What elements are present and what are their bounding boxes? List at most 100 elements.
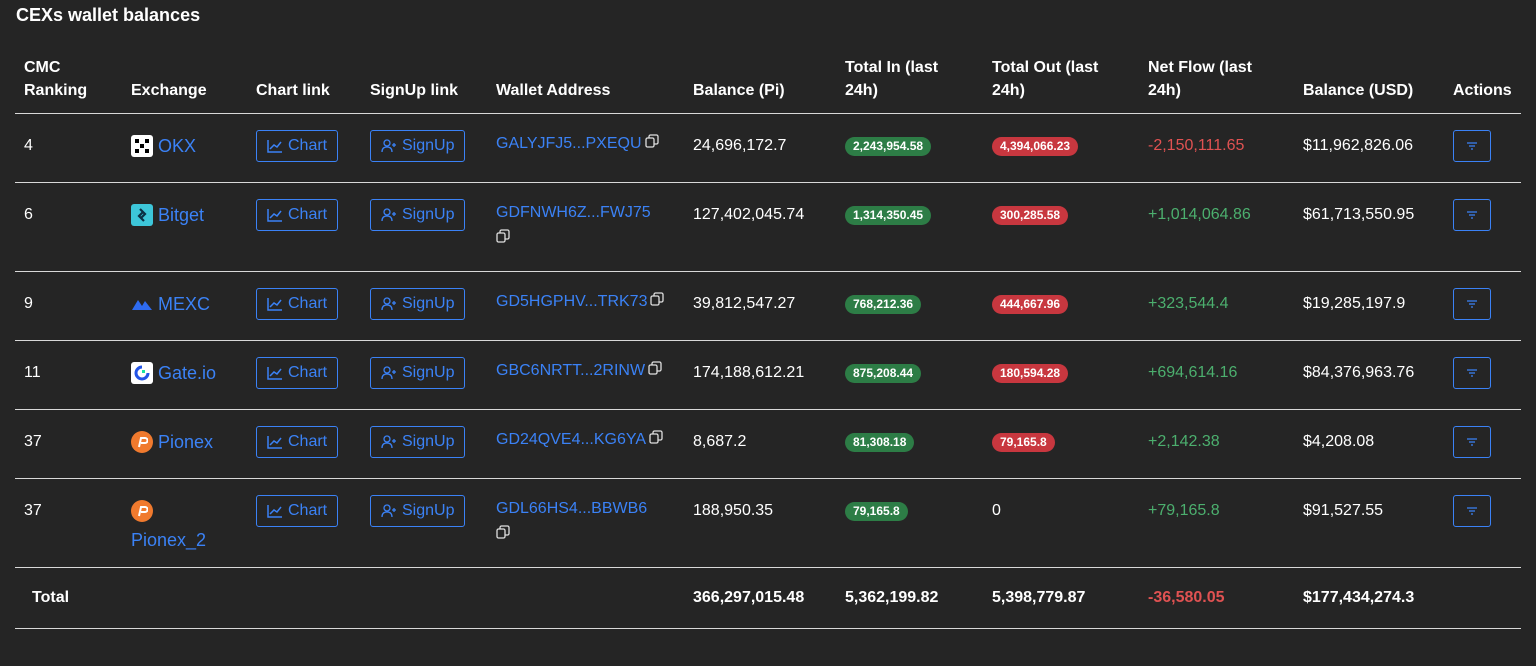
- pionex-logo-icon: [131, 500, 153, 522]
- line-chart-icon: [267, 140, 282, 153]
- actions-filter-button[interactable]: [1453, 199, 1491, 231]
- total-in-badge: 81,308.18: [845, 433, 915, 452]
- exchange-name: MEXC: [158, 294, 211, 314]
- page-title: CEXs wallet balances: [16, 5, 201, 25]
- net-flow-cell: +79,165.8: [1148, 502, 1220, 519]
- balance-usd-cell: $19,285,197.9: [1303, 295, 1406, 312]
- filter-icon: [1467, 211, 1477, 219]
- total-label: Total: [15, 567, 684, 629]
- wallet-address-link[interactable]: GD5HGPHV...TRK73: [496, 272, 684, 315]
- signup-button[interactable]: SignUp: [370, 199, 466, 231]
- actions-filter-button[interactable]: [1453, 130, 1491, 162]
- filter-icon: [1467, 438, 1477, 446]
- actions-filter-button[interactable]: [1453, 426, 1491, 458]
- exchange-link[interactable]: Pionex_2: [131, 479, 247, 551]
- chart-button[interactable]: Chart: [256, 288, 339, 320]
- actions-filter-button[interactable]: [1453, 357, 1491, 389]
- chart-button[interactable]: Chart: [256, 357, 339, 389]
- header-balance-pi: Balance (Pi): [684, 56, 836, 114]
- wallet-address-link[interactable]: GBC6NRTT...2RINW: [496, 341, 684, 384]
- balance-pi-cell: 188,950.35: [693, 502, 774, 519]
- balance-usd-cell: $91,527.55: [1303, 502, 1384, 519]
- user-add-icon: [381, 366, 396, 380]
- chart-button[interactable]: Chart: [256, 199, 339, 231]
- line-chart-icon: [267, 298, 282, 311]
- header-total-out: Total Out (last 24h): [983, 56, 1139, 114]
- header-balance-usd: Balance (USD): [1294, 56, 1444, 114]
- total-balance-pi: 366,297,015.48: [684, 567, 836, 629]
- copy-icon[interactable]: [496, 522, 510, 548]
- copy-icon[interactable]: [649, 427, 663, 453]
- rank-cell: 4: [24, 137, 33, 154]
- rank-cell: 9: [24, 295, 33, 312]
- filter-icon: [1467, 507, 1477, 515]
- total-out-badge: 444,667.96: [992, 295, 1069, 314]
- line-chart-icon: [267, 436, 282, 449]
- exchange-link[interactable]: Bitget: [131, 183, 247, 226]
- balance-pi-cell: 39,812,547.27: [693, 295, 796, 312]
- line-chart-icon: [267, 209, 282, 222]
- exchange-link[interactable]: Pionex: [131, 410, 247, 453]
- chart-button[interactable]: Chart: [256, 426, 339, 458]
- wallet-address-link[interactable]: GD24QVE4...KG6YA: [496, 410, 684, 453]
- user-add-icon: [381, 297, 396, 311]
- user-add-icon: [381, 139, 396, 153]
- copy-icon[interactable]: [650, 289, 665, 315]
- user-add-icon: [381, 504, 396, 518]
- chart-button[interactable]: Chart: [256, 130, 339, 162]
- signup-button[interactable]: SignUp: [370, 495, 466, 527]
- total-out-badge: 180,594.28: [992, 364, 1069, 383]
- filter-icon: [1467, 369, 1477, 377]
- total-out-cell: 0: [992, 502, 1001, 519]
- table-row: 37 Pionex_2 Chart SignUp GDL66HS4...BBWB…: [15, 478, 1521, 568]
- actions-filter-button[interactable]: [1453, 495, 1491, 527]
- balance-pi-cell: 174,188,612.21: [693, 364, 805, 381]
- net-flow-cell: +2,142.38: [1148, 433, 1220, 450]
- exchange-link[interactable]: MEXC: [131, 272, 247, 315]
- header-actions: Actions: [1444, 56, 1521, 114]
- copy-icon[interactable]: [644, 131, 659, 157]
- balance-pi-cell: 8,687.2: [693, 433, 747, 450]
- mexc-logo-icon: [131, 293, 153, 315]
- copy-icon[interactable]: [496, 226, 510, 252]
- total-row: Total 366,297,015.48 5,362,199.82 5,398,…: [15, 567, 1521, 629]
- user-add-icon: [381, 435, 396, 449]
- total-out-badge: 79,165.8: [992, 433, 1055, 452]
- table-row: 9 MEXC Chart SignUp GD5HGPHV...TRK73 39,…: [15, 271, 1521, 341]
- chart-button[interactable]: Chart: [256, 495, 339, 527]
- header-chart: Chart link: [247, 56, 361, 114]
- wallet-address-link[interactable]: GDFNWH6Z...FWJ75: [496, 183, 684, 252]
- balance-usd-cell: $84,376,963.76: [1303, 364, 1415, 381]
- total-balance-usd: $177,434,274.3: [1294, 567, 1444, 629]
- wallet-address-link[interactable]: GDL66HS4...BBWB6: [496, 479, 684, 548]
- total-in-badge: 768,212.36: [845, 295, 922, 314]
- exchange-name: Pionex_2: [131, 530, 207, 550]
- table-row: 6 Bitget Chart SignUp GDFNWH6Z...FWJ75 1…: [15, 182, 1521, 272]
- table-header-row: CMC Ranking Exchange Chart link SignUp li…: [15, 56, 1521, 114]
- filter-icon: [1467, 300, 1477, 308]
- line-chart-icon: [267, 367, 282, 380]
- balance-usd-cell: $61,713,550.95: [1303, 206, 1415, 223]
- total-in: 5,362,199.82: [836, 567, 983, 629]
- rank-cell: 37: [24, 502, 42, 519]
- rank-cell: 6: [24, 206, 33, 223]
- exchange-link[interactable]: Gate.io: [131, 341, 247, 384]
- table-row: 37 Pionex Chart SignUp GD24QVE4...KG6YA …: [15, 409, 1521, 479]
- wallet-address-link[interactable]: GALYJFJ5...PXEQU: [496, 114, 684, 157]
- signup-button[interactable]: SignUp: [370, 357, 466, 389]
- signup-button[interactable]: SignUp: [370, 426, 466, 458]
- bitget-logo-icon: [131, 204, 153, 226]
- exchange-name: Bitget: [158, 205, 205, 225]
- filter-icon: [1467, 142, 1477, 150]
- actions-filter-button[interactable]: [1453, 288, 1491, 320]
- copy-icon[interactable]: [648, 358, 662, 384]
- okx-logo-icon: [131, 135, 153, 157]
- balance-pi-cell: 127,402,045.74: [693, 206, 805, 223]
- table-row: 11 Gate.io Chart SignUp GBC6NRTT...2RINW…: [15, 340, 1521, 410]
- rank-cell: 11: [24, 364, 41, 381]
- signup-button[interactable]: SignUp: [370, 130, 466, 162]
- net-flow-cell: +1,014,064.86: [1148, 206, 1251, 223]
- total-in-badge: 79,165.8: [845, 502, 908, 521]
- exchange-link[interactable]: OKX: [131, 114, 247, 157]
- signup-button[interactable]: SignUp: [370, 288, 466, 320]
